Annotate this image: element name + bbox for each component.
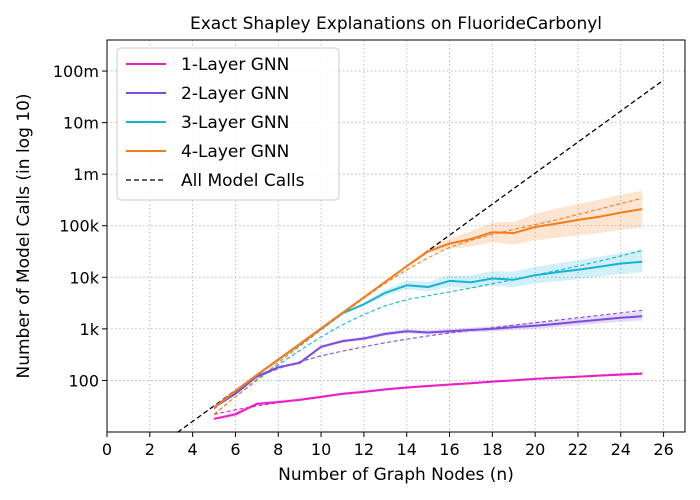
x-tick-label: 18	[482, 440, 502, 459]
x-tick-label: 0	[102, 440, 112, 459]
y-tick-label: 1k	[80, 320, 100, 339]
x-tick-label: 16	[439, 440, 459, 459]
x-tick-label: 2	[145, 440, 155, 459]
chart-title: Exact Shapley Explanations on FluorideCa…	[190, 14, 602, 34]
y-tick-label: 100k	[59, 217, 100, 236]
x-tick-label: 12	[354, 440, 374, 459]
legend: 1-Layer GNN 2-Layer GNN 3-Layer GNN 4-La…	[116, 47, 340, 201]
series-line	[213, 315, 643, 409]
x-tick-label: 26	[653, 440, 673, 459]
confidence-band	[214, 249, 643, 409]
x-axis-label: Number of Graph Nodes (n)	[278, 465, 514, 485]
x-tick-label: 10	[311, 440, 331, 459]
y-tick-label: 1m	[73, 165, 99, 184]
x-tick-label: 22	[568, 440, 588, 459]
series-lines	[213, 208, 643, 420]
y-tick-label: 100	[68, 371, 99, 390]
confidence-band	[214, 190, 643, 409]
legend-label: All Model Calls	[181, 171, 305, 191]
series-line	[213, 208, 643, 409]
confidence-bands	[214, 190, 643, 421]
y-axis-label: Number of Model Calls (in log 10)	[14, 93, 34, 378]
x-axis-ticks: 0 2 4 6 8 10 12 14 16 18 20 22 24 26	[102, 432, 674, 459]
x-tick-label: 4	[188, 440, 198, 459]
fit-line	[213, 250, 643, 415]
legend-label: 2-Layer GNN	[181, 84, 289, 104]
legend-label: 1-Layer GNN	[181, 55, 289, 75]
x-tick-label: 20	[525, 440, 545, 459]
legend-label: 3-Layer GNN	[181, 113, 289, 133]
y-axis-ticks: 100 1k 10k 100k 1m 10m 100m	[53, 62, 107, 390]
series-line	[213, 372, 643, 420]
y-tick-label: 100m	[53, 62, 99, 81]
y-tick-label: 10k	[69, 268, 99, 287]
fit-line	[213, 197, 643, 415]
fit-line	[213, 309, 643, 410]
x-tick-label: 6	[230, 440, 240, 459]
confidence-band	[214, 311, 643, 409]
y-tick-label: 10m	[63, 114, 99, 133]
x-tick-label: 14	[397, 440, 417, 459]
plot-frame	[106, 39, 686, 433]
x-tick-label: 24	[611, 440, 631, 459]
x-tick-label: 8	[273, 440, 283, 459]
legend-box	[116, 47, 340, 201]
legend-label: 4-Layer GNN	[181, 142, 289, 162]
